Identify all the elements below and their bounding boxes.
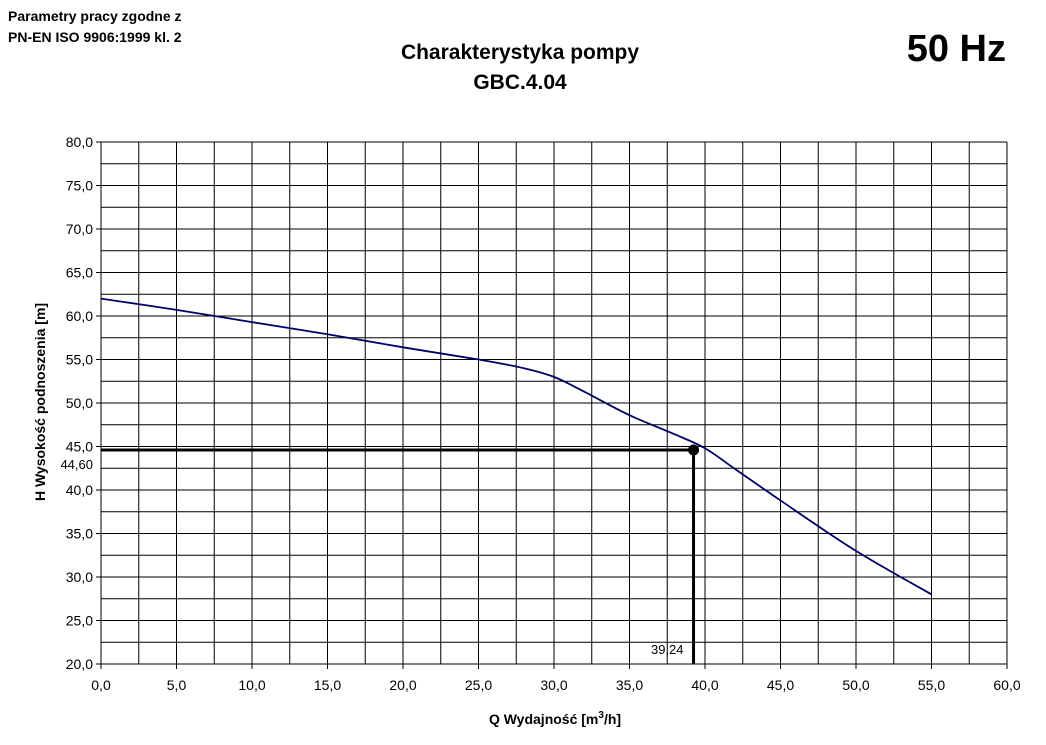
operating-point-marker bbox=[688, 444, 700, 456]
x-tick-label: 30,0 bbox=[540, 677, 567, 693]
chart-title-line1: Charakterystyka pompy bbox=[400, 41, 640, 64]
operating-point-y-label: 44,60 bbox=[60, 457, 93, 472]
x-tick-label: 15,0 bbox=[314, 677, 341, 693]
y-tick-label: 70,0 bbox=[66, 221, 93, 237]
y-tick-label: 50,0 bbox=[66, 395, 93, 411]
x-tick-label: 35,0 bbox=[616, 677, 643, 693]
chart-grid bbox=[96, 141, 1008, 669]
series-group bbox=[100, 297, 932, 596]
y-tick-label: 35,0 bbox=[66, 526, 93, 542]
x-tick-label: 60,0 bbox=[993, 677, 1020, 693]
y-tick-labels: 20,0 25,0 30,0 35,0 40,0 45,0 50,0 55,0 60,0 65,0… bbox=[66, 134, 93, 672]
x-tick-label: 0,0 bbox=[91, 677, 111, 693]
operating-point-x-label: 39,24 bbox=[651, 642, 684, 657]
x-tick-label: 45,0 bbox=[767, 677, 794, 693]
x-tick-label: 20,0 bbox=[389, 677, 416, 693]
frequency-label: 50 Hz bbox=[906, 28, 1006, 70]
x-axis-label: Q Wydajność [m3/h] bbox=[489, 710, 621, 727]
y-axis-label: H Wysokość podnoszenia [m] bbox=[32, 303, 48, 501]
x-tick-label: 5,0 bbox=[167, 677, 187, 693]
chart-title-line2: GBC.4.04 bbox=[473, 71, 567, 94]
y-tick-label: 55,0 bbox=[66, 352, 93, 368]
y-tick-label: 80,0 bbox=[66, 134, 93, 150]
y-tick-label: 25,0 bbox=[66, 613, 93, 629]
x-tick-label: 50,0 bbox=[842, 677, 869, 693]
chart-title: Charakterystyka pompy GBC.4.04 bbox=[320, 38, 720, 98]
y-tick-label: 20,0 bbox=[66, 656, 93, 672]
x-tick-labels: 0,0 5,0 10,0 15,0 20,0 25,0 30,0 35,0 40,0 45,0 50… bbox=[91, 677, 1021, 693]
x-tick-label: 25,0 bbox=[465, 677, 492, 693]
standard-note-line1: Parametry pracy zgodne z bbox=[8, 8, 182, 24]
x-tick-label: 40,0 bbox=[691, 677, 718, 693]
y-tick-label: 65,0 bbox=[66, 265, 93, 281]
standard-note: Parametry pracy zgodne z PN-EN ISO 9906:… bbox=[8, 6, 182, 48]
x-tick-label: 55,0 bbox=[918, 677, 945, 693]
y-tick-label: 40,0 bbox=[66, 482, 93, 498]
standard-note-line2: PN-EN ISO 9906:1999 kl. 2 bbox=[8, 29, 182, 45]
y-tick-label: 45,0 bbox=[66, 439, 93, 455]
x-tick-label: 10,0 bbox=[238, 677, 265, 693]
y-tick-label: 75,0 bbox=[66, 178, 93, 194]
operating-point-group: 39,24 44,60 bbox=[60, 444, 700, 664]
y-tick-label: 30,0 bbox=[66, 569, 93, 585]
y-tick-label: 60,0 bbox=[66, 308, 93, 324]
pump-curve-line bbox=[100, 297, 932, 596]
